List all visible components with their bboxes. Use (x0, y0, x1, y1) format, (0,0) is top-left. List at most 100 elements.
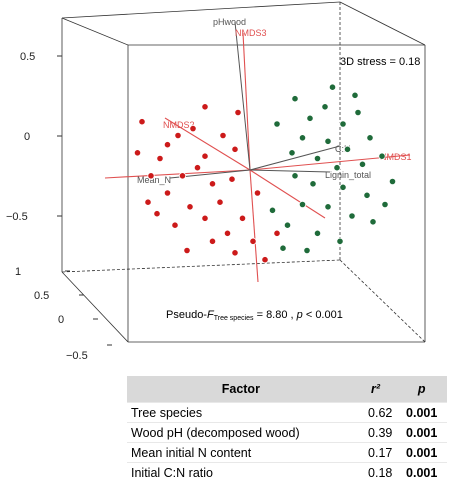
green-point (304, 247, 310, 253)
lower-tick: 0 (58, 314, 64, 326)
table-header-row: Factor r² p (127, 376, 447, 403)
red-point (202, 153, 208, 159)
r2-cell: 0.39 (355, 423, 397, 443)
green-point (280, 245, 286, 251)
red-point (139, 119, 145, 125)
green-point (274, 121, 280, 127)
green-point (314, 155, 320, 161)
upper-tick: −0.5 (6, 211, 28, 223)
r2-cell: 0.18 (355, 463, 397, 482)
p-cell: 0.001 (396, 463, 447, 482)
table-row: Initial C:N ratio 0.18 0.001 (127, 463, 447, 482)
p-cell: 0.001 (396, 423, 447, 443)
green-point (269, 207, 275, 213)
red-point (217, 199, 223, 205)
green-point (389, 178, 395, 184)
green-point (359, 161, 365, 167)
red-point (154, 211, 160, 217)
green-point (352, 92, 358, 98)
green-point (344, 146, 350, 152)
red-point (232, 250, 238, 256)
red-point (145, 199, 151, 205)
vector-label-phwood: pHwood (213, 17, 246, 27)
lower-tick: 0.5 (34, 290, 49, 302)
red-point (187, 204, 193, 210)
upper-tick: 0.5 (20, 51, 35, 63)
green-point (310, 181, 316, 187)
red-point (134, 150, 140, 156)
green-point (340, 184, 346, 190)
header-factor: Factor (127, 376, 355, 403)
green-point (367, 135, 373, 141)
factor-cell: Initial C:N ratio (127, 463, 355, 482)
red-point (157, 155, 163, 161)
factor-cell: Mean initial N content (127, 443, 355, 463)
red-point (274, 230, 280, 236)
header-p: p (396, 376, 447, 403)
r2-cell: 0.62 (355, 403, 397, 423)
lower-tick: −0.5 (66, 350, 88, 362)
green-point (289, 150, 295, 156)
green-point (334, 165, 340, 171)
green-point (355, 109, 361, 115)
red-point (235, 109, 241, 115)
green-point (292, 96, 298, 102)
red-point (232, 146, 238, 152)
red-point (209, 181, 215, 187)
upper-axis: 0.5 0 −0.5 (6, 51, 62, 223)
green-point (314, 230, 320, 236)
red-point (262, 257, 268, 263)
green-point (382, 201, 388, 207)
green-point (340, 121, 346, 127)
red-point (164, 142, 170, 148)
table-row: Tree species 0.62 0.001 (127, 403, 447, 423)
green-point (299, 135, 305, 141)
green-point (307, 115, 313, 121)
vector-label-nmds3: NMDS3 (235, 28, 267, 38)
red-point (220, 132, 226, 138)
red-point (254, 190, 260, 196)
pseudo-f-label: Pseudo-FTree species = 8.80 , p < 0.001 (166, 309, 343, 322)
lower-axis: 1 0.5 0 −0.5 (15, 266, 112, 362)
green-point (337, 238, 343, 244)
green-point (349, 213, 355, 219)
factor-table: Factor r² p Tree species 0.62 0.001 Wood… (127, 376, 447, 482)
red-point (224, 230, 230, 236)
p-cell: 0.001 (396, 403, 447, 423)
red-point (229, 176, 235, 182)
green-point (325, 204, 331, 210)
red-point (164, 190, 170, 196)
green-point (325, 138, 331, 144)
red-point (179, 173, 185, 179)
green-point (292, 173, 298, 179)
red-point (148, 173, 154, 179)
header-r2: r² (355, 376, 397, 403)
factor-cell: Wood pH (decomposed wood) (127, 423, 355, 443)
red-point (202, 104, 208, 110)
green-point (322, 104, 328, 110)
upper-tick: 0 (24, 131, 30, 143)
red-point (202, 215, 208, 221)
factor-cell: Tree species (127, 403, 355, 423)
green-point (364, 192, 370, 198)
table-row: Mean initial N content 0.17 0.001 (127, 443, 447, 463)
stress-label: 3D stress = 0.18 (340, 56, 420, 68)
green-point (379, 153, 385, 159)
green-point (299, 201, 305, 207)
red-point (194, 165, 200, 171)
green-point (284, 222, 290, 228)
red-point (184, 247, 190, 253)
red-point (190, 125, 196, 131)
red-point (239, 215, 245, 221)
red-point (209, 238, 215, 244)
vector-label-lignin: Lignin_total (325, 170, 371, 180)
green-point (370, 219, 376, 225)
red-point (172, 222, 178, 228)
red-point (250, 238, 256, 244)
lower-tick: 1 (15, 266, 21, 278)
table-row: Wood pH (decomposed wood) 0.39 0.001 (127, 423, 447, 443)
red-point (175, 132, 181, 138)
green-point (329, 84, 335, 90)
p-cell: 0.001 (396, 443, 447, 463)
r2-cell: 0.17 (355, 443, 397, 463)
